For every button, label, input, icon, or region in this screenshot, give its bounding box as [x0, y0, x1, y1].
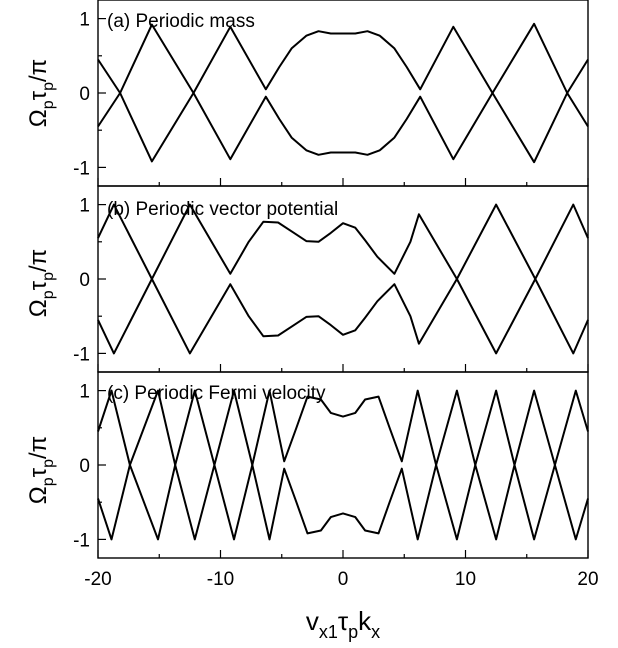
panel-a-curves [97, 22, 589, 164]
xlabel-tau: τ [338, 606, 349, 636]
panel-c: -20 -10 0 10 20-101 (c) Periodic Fermi veloc… [73, 371, 599, 590]
ylabel-b-omega: Ω [25, 299, 52, 317]
ylabel-a-sub2: p [40, 82, 57, 91]
ylabel-c-tau: τ [25, 467, 52, 477]
ylabel-c: Ωpτp/π [25, 436, 57, 504]
panel-a: -1 0 1 (a) Periodic mass [73, 0, 589, 187]
panel-b-curves [97, 203, 589, 355]
panel-c-y-tick-label: 1 [79, 382, 90, 403]
panel-b-title: (b) Periodic vector potential [107, 199, 338, 220]
x-tick-label: -10 [207, 569, 234, 590]
panel-c-ticks: -20 -10 0 10 20-101 [73, 382, 598, 590]
x-tick-label: 10 [455, 569, 476, 590]
panel-a-lower-band-line [97, 92, 589, 164]
ylabel-b-tau: τ [25, 280, 52, 290]
ylabel-b: Ωpτp/π [25, 249, 57, 317]
ylabel-c-sub2: p [40, 459, 57, 468]
xlabel-sub-p: p [348, 622, 358, 642]
xlabel-v: v [306, 606, 319, 636]
panel-c-y-tick-label: 0 [79, 456, 90, 477]
panel-b-y-tick-label: 1 [79, 196, 90, 217]
panel-a-y-tick-label: -1 [73, 158, 90, 179]
panel-c-title: (c) Periodic Fermi velocity [107, 383, 326, 404]
xlabel-sub-x: x [371, 622, 380, 642]
ylabel-b-sub2: p [40, 272, 57, 281]
panel-b-ticks: -1 0 1 [73, 196, 589, 372]
panel-a-title: (a) Periodic mass [107, 11, 255, 32]
x-tick-label: 0 [338, 569, 349, 590]
ylabel-b-rest: /π [25, 249, 52, 272]
ylabel-a: Ωpτp/π [25, 59, 57, 127]
panel-b-upper-band-line [97, 203, 589, 280]
panel-c-upper-band-line [97, 389, 589, 466]
ylabel-c-rest: /π [25, 436, 52, 459]
svg-text:Ωpτp/π: Ωpτp/π [25, 249, 57, 317]
ylabel-a-tau: τ [25, 90, 52, 100]
panel-c-y-tick-label: -1 [73, 530, 90, 551]
panel-a-upper-band-line [97, 22, 589, 94]
svg-text:Ωpτp/π: Ωpτp/π [25, 59, 57, 127]
ylabel-a-rest: /π [25, 59, 52, 82]
ylabel-b-sub1: p [40, 290, 57, 299]
ylabel-a-sub1: p [40, 100, 57, 109]
x-tick-label: 20 [577, 569, 598, 590]
panel-b-y-tick-label: -1 [73, 344, 90, 365]
panel-a-ticks: -1 0 1 [73, 10, 589, 186]
ylabel-a-omega: Ω [25, 109, 52, 127]
xlabel-sub-x1: x1 [319, 622, 338, 642]
panel-b: -1 0 1 (b) Periodic vector potential [73, 185, 589, 373]
panel-b-y-tick-label: 0 [79, 270, 90, 291]
svg-text:Ωpτp/π: Ωpτp/π [25, 436, 57, 504]
panel-c-lower-band-line [97, 464, 589, 541]
x-axis-title: vx1τpkx [306, 606, 380, 642]
x-tick-label: -20 [84, 569, 111, 590]
ylabel-c-sub1: p [40, 477, 57, 486]
xlabel-k: k [358, 606, 372, 636]
panel-c-curves [97, 389, 589, 541]
panel-a-y-tick-label: 1 [79, 10, 90, 31]
panel-a-y-tick-label: 0 [79, 84, 90, 105]
panel-b-lower-band-line [97, 278, 589, 355]
ylabel-c-omega: Ω [25, 486, 52, 504]
